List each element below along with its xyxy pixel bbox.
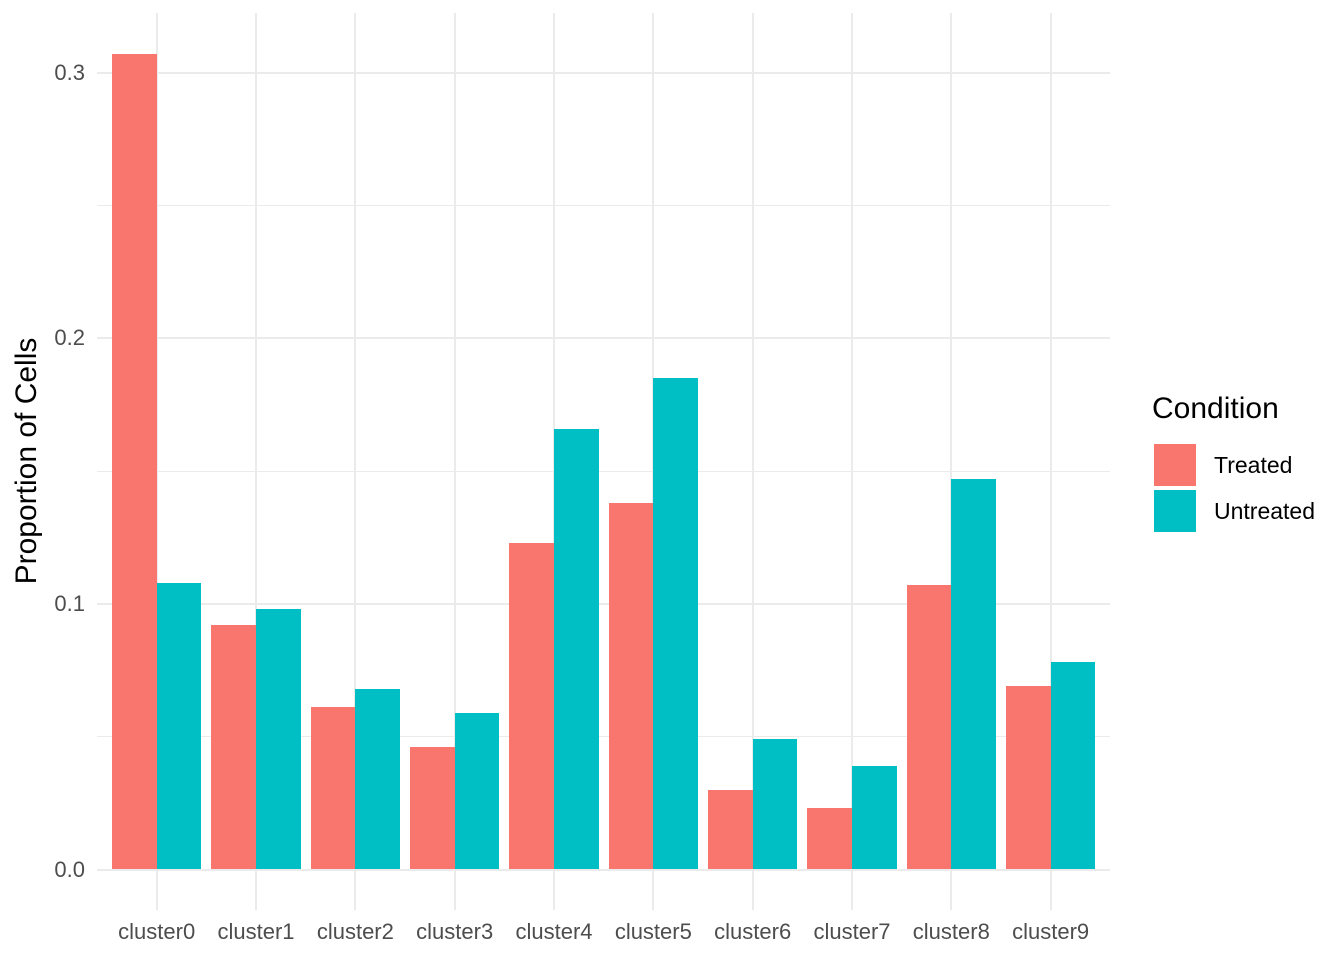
bar-cluster8-treated — [906, 585, 952, 870]
gridline-x-cluster1 — [255, 13, 258, 910]
plot-panel — [97, 13, 1110, 910]
y-tick-label-0.1: 0.1 — [54, 590, 85, 616]
bar-cluster3-treated — [410, 747, 455, 870]
y-axis-title: Proportion of Cells — [10, 337, 43, 585]
bar-cluster7-treated — [807, 808, 852, 870]
x-tick-label-cluster0: cluster0 — [118, 919, 196, 944]
bar-cluster9-treated — [1006, 686, 1051, 870]
bar-cluster6-untreated — [752, 739, 798, 870]
legend-items: Treated Untreated — [1154, 444, 1342, 532]
gridline-y-0.1 — [97, 602, 1110, 605]
bar-cluster2-untreated — [355, 688, 400, 870]
bar-cluster8-untreated — [951, 479, 996, 870]
legend: Condition Treated Untreated — [1152, 392, 1342, 532]
gridline-x-cluster6 — [751, 13, 754, 910]
legend-swatch-untreated — [1154, 490, 1196, 532]
gridline-x-cluster8 — [950, 13, 953, 910]
x-tick-label-cluster8: cluster8 — [912, 919, 990, 944]
legend-item-treated: Treated — [1154, 444, 1342, 486]
gridline-y-minor-0.25 — [97, 205, 1110, 206]
x-tick-label-cluster2: cluster2 — [316, 919, 394, 944]
x-tick-label-cluster6: cluster6 — [714, 919, 792, 944]
bar-cluster9-untreated — [1050, 662, 1096, 870]
x-tick-label-cluster9: cluster9 — [1012, 919, 1090, 944]
bar-cluster5-untreated — [653, 378, 698, 870]
bar-cluster2-treated — [310, 707, 356, 870]
y-tick-label-0.0: 0.0 — [54, 856, 85, 882]
x-tick-label-cluster1: cluster1 — [217, 919, 295, 944]
gridline-y-minor-0.15 — [97, 470, 1110, 472]
bar-cluster1-treated — [211, 625, 257, 870]
legend-swatch-treated — [1154, 444, 1196, 486]
bar-cluster1-untreated — [256, 609, 301, 870]
y-tick-label-0.3: 0.3 — [54, 59, 85, 85]
bar-cluster0-untreated — [156, 582, 202, 870]
bar-cluster0-treated — [112, 54, 157, 870]
gridline-x-cluster9 — [1049, 13, 1052, 910]
gridline-x-cluster7 — [851, 13, 853, 910]
y-tick-label-0.2: 0.2 — [54, 325, 85, 351]
bar-cluster4-treated — [509, 542, 554, 870]
bar-cluster6-treated — [708, 789, 753, 870]
bar-cluster4-untreated — [554, 428, 599, 870]
legend-label-treated: Treated — [1214, 451, 1293, 478]
gridline-x-cluster0 — [155, 13, 158, 910]
x-tick-label-cluster7: cluster7 — [813, 919, 891, 944]
gridline-x-cluster3 — [453, 13, 456, 910]
legend-title: Condition — [1152, 392, 1279, 425]
bar-cluster7-untreated — [852, 765, 897, 870]
legend-item-untreated: Untreated — [1154, 490, 1342, 532]
gridline-y-0.2 — [97, 337, 1110, 340]
gridline-y-0.3 — [97, 71, 1110, 74]
gridline-x-cluster2 — [354, 13, 357, 910]
x-tick-label-cluster3: cluster3 — [416, 919, 494, 944]
legend-label-untreated: Untreated — [1214, 497, 1316, 524]
gridline-y-0 — [97, 868, 1110, 871]
bar-cluster5-treated — [608, 502, 654, 870]
bar-cluster3-untreated — [454, 712, 500, 870]
x-tick-label-cluster5: cluster5 — [614, 919, 692, 944]
gridline-y-minor-0.05 — [97, 736, 1110, 738]
x-tick-label-cluster4: cluster4 — [515, 919, 593, 944]
